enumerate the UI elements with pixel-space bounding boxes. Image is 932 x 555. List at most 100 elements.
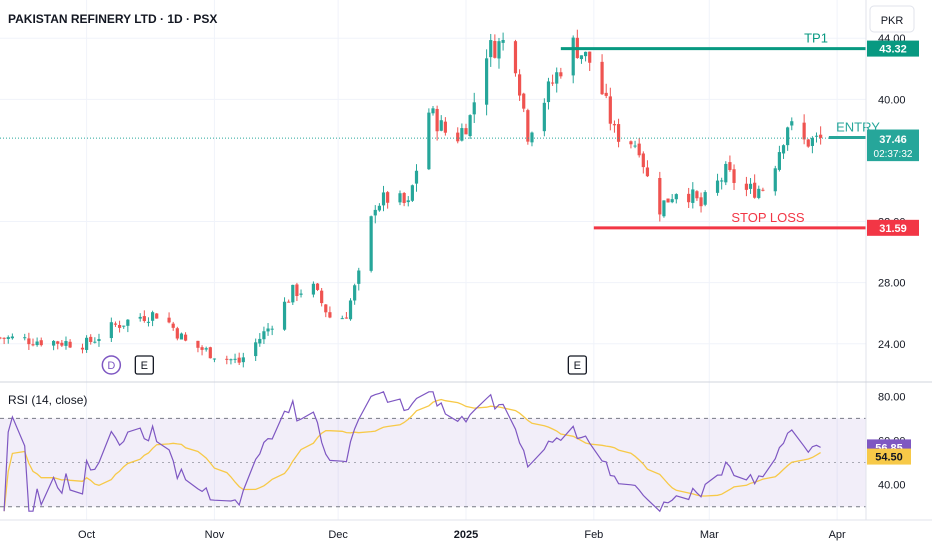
candle[interactable] (443, 117, 447, 136)
candle[interactable] (2, 337, 6, 345)
candle-body[interactable] (814, 135, 819, 137)
candle-body[interactable] (810, 137, 814, 146)
candle[interactable] (616, 118, 621, 148)
candle-body[interactable] (229, 359, 233, 361)
candle[interactable] (435, 105, 439, 141)
candle-body[interactable] (113, 323, 118, 325)
candle[interactable] (497, 37, 501, 69)
candle[interactable] (786, 126, 790, 151)
candle[interactable] (60, 339, 64, 348)
candle-body[interactable] (39, 340, 43, 346)
candle[interactable] (526, 108, 530, 145)
candle[interactable] (0, 336, 2, 340)
candle[interactable] (781, 144, 786, 159)
candle-body[interactable] (204, 348, 208, 350)
candle[interactable] (295, 282, 299, 302)
candle-body[interactable] (571, 37, 575, 76)
candle-body[interactable] (270, 328, 274, 330)
candle-body[interactable] (546, 81, 551, 103)
candle-body[interactable] (377, 205, 381, 211)
candle-body[interactable] (353, 285, 357, 301)
candle[interactable] (406, 196, 410, 207)
candle[interactable] (715, 173, 720, 196)
candle[interactable] (291, 284, 295, 306)
candle-body[interactable] (291, 284, 295, 303)
candle-body[interactable] (427, 112, 431, 170)
candle[interactable] (200, 345, 204, 356)
candle[interactable] (126, 319, 130, 333)
candle-body[interactable] (93, 341, 97, 343)
candle[interactable] (588, 51, 592, 72)
earnings-marker-box[interactable] (567, 355, 587, 375)
candle[interactable] (68, 339, 72, 349)
candle[interactable] (402, 191, 406, 207)
candle-body[interactable] (89, 336, 93, 342)
candle-body[interactable] (748, 183, 753, 189)
candle[interactable] (559, 67, 563, 79)
candle-body[interactable] (287, 301, 291, 303)
candle-body[interactable] (315, 283, 320, 290)
candle-body[interactable] (60, 342, 64, 346)
candle[interactable] (254, 338, 258, 362)
candle-body[interactable] (439, 120, 443, 131)
candle-body[interactable] (35, 341, 39, 346)
candle-body[interactable] (328, 312, 332, 318)
candle[interactable] (381, 185, 386, 212)
candle-body[interactable] (142, 316, 146, 322)
candle[interactable] (777, 145, 781, 172)
candle-body[interactable] (109, 322, 113, 339)
candle-body[interactable] (757, 188, 761, 198)
candle[interactable] (748, 178, 753, 194)
candle[interactable] (608, 87, 612, 131)
candle[interactable] (89, 334, 93, 345)
candle-body[interactable] (753, 182, 757, 198)
candle-body[interactable] (786, 127, 790, 146)
candle[interactable] (600, 54, 604, 96)
candle-body[interactable] (518, 74, 522, 96)
earnings-marker[interactable]: E (134, 355, 154, 375)
candle-body[interactable] (645, 167, 650, 177)
candle-body[interactable] (431, 108, 435, 114)
candle-body[interactable] (183, 334, 188, 341)
candle-body[interactable] (373, 209, 377, 216)
candle-body[interactable] (579, 55, 584, 60)
earnings-marker-box[interactable] (134, 355, 154, 375)
candle-body[interactable] (460, 128, 464, 141)
candle[interactable] (282, 297, 287, 331)
currency-button[interactable] (869, 5, 915, 33)
candle-body[interactable] (10, 336, 14, 339)
dividend-marker-circle[interactable] (101, 355, 122, 375)
candle-body[interactable] (674, 194, 678, 200)
candle[interactable] (456, 127, 460, 144)
candle-body[interactable] (295, 284, 299, 297)
candle-body[interactable] (641, 153, 645, 168)
candle-body[interactable] (435, 108, 439, 132)
candle[interactable] (699, 192, 703, 213)
candle-body[interactable] (468, 115, 472, 137)
candle[interactable] (806, 138, 810, 148)
candle[interactable] (97, 333, 101, 347)
candle-body[interactable] (122, 325, 126, 327)
candle[interactable] (460, 123, 464, 142)
candle-body[interactable] (167, 317, 171, 323)
candle[interactable] (93, 337, 97, 344)
candle-body[interactable] (695, 191, 699, 199)
candle-body[interactable] (724, 163, 728, 183)
candle-body[interactable] (126, 319, 130, 326)
candle-body[interactable] (555, 72, 559, 84)
candle-body[interactable] (80, 347, 85, 350)
candle-body[interactable] (691, 189, 695, 203)
candle[interactable] (233, 353, 237, 364)
candle[interactable] (629, 140, 633, 149)
candle[interactable] (666, 198, 670, 203)
candle[interactable] (472, 92, 476, 123)
candle[interactable] (64, 336, 68, 350)
candle-body[interactable] (612, 124, 617, 126)
candle-body[interactable] (31, 344, 35, 346)
candle[interactable] (645, 160, 650, 178)
candle-body[interactable] (687, 193, 691, 203)
candle[interactable] (414, 164, 419, 192)
candle[interactable] (171, 321, 175, 331)
candle-body[interactable] (497, 41, 501, 59)
candle[interactable] (27, 332, 31, 350)
